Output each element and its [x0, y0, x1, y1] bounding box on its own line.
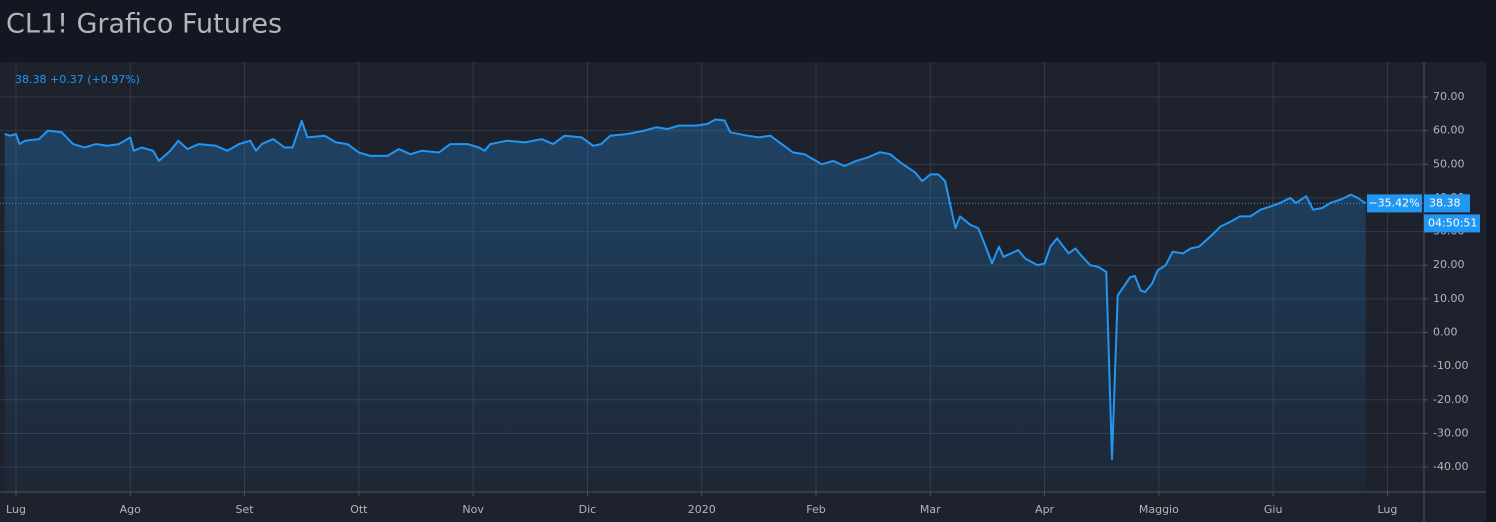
y-tick-label: -20.00	[1433, 393, 1468, 406]
data-layer	[0, 118, 1424, 492]
x-tick-label: Dic	[579, 503, 597, 516]
x-tick-label: Nov	[462, 503, 484, 516]
y-tick-label: 50.00	[1433, 157, 1465, 170]
x-tick-label: Feb	[806, 503, 825, 516]
y-tick-label: 70.00	[1433, 90, 1465, 103]
countdown-label: 04:50:51	[1428, 216, 1477, 229]
change-tag-label: −35.42%	[1368, 196, 1419, 209]
x-tick-label: 2020	[688, 503, 716, 516]
area-fill	[4, 119, 1366, 492]
legend-text: 38.38 +0.37 (+0.97%)	[15, 73, 140, 86]
y-tick-label: 60.00	[1433, 124, 1465, 137]
y-tick-label: 10.00	[1433, 292, 1465, 305]
chart-title: CL1! Grafico Futures	[6, 9, 282, 40]
x-tick-label: Mar	[920, 503, 941, 516]
x-tick-label: Ago	[120, 503, 142, 516]
x-tick-label: Maggio	[1139, 503, 1179, 516]
y-tick-label: -10.00	[1433, 359, 1468, 372]
countdown-tag	[1424, 214, 1480, 233]
x-tick-label: Lug	[6, 503, 26, 516]
price-line	[4, 118, 1367, 460]
price-tag-label: 38.38	[1429, 196, 1461, 209]
x-tick-label: Apr	[1035, 503, 1055, 516]
x-tick-label: Set	[236, 503, 255, 516]
axis-layer: 70.0060.0050.0040.0030.0020.0010.000.00-…	[6, 90, 1480, 516]
x-tick-label: Giu	[1264, 503, 1283, 516]
price-tag	[1424, 194, 1470, 213]
y-tick-label: -30.00	[1433, 426, 1468, 439]
x-tick-label: Ott	[350, 503, 368, 516]
y-tick-label: 20.00	[1433, 258, 1465, 271]
change-tag	[1367, 194, 1422, 213]
x-tick-label: Lug	[1377, 503, 1397, 516]
y-tick-label: -40.00	[1433, 460, 1468, 473]
y-tick-label: 0.00	[1433, 326, 1458, 339]
